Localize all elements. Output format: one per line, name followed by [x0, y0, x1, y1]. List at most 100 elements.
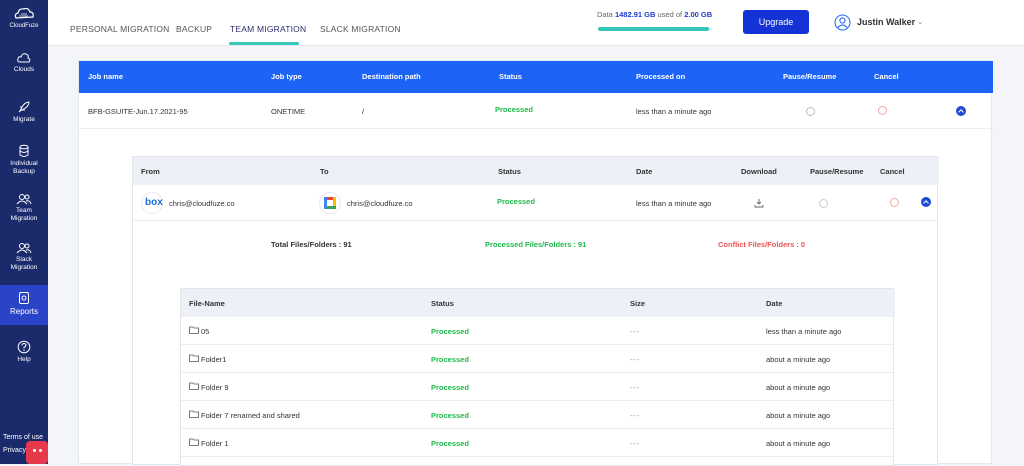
sidebar-item-label: Reports	[9, 307, 38, 316]
report-icon	[19, 292, 29, 304]
column-header: Pause/Resume	[783, 72, 837, 81]
job-name: BFB-GSUITE-Jun.17.2021-95	[88, 107, 188, 116]
file-size: ---	[630, 411, 641, 420]
cloudfuze-logo-icon	[14, 7, 34, 19]
sidebar-item-clouds[interactable]: Clouds	[0, 52, 48, 74]
upgrade-button[interactable]: Upgrade	[743, 10, 809, 34]
table-row[interactable]: box chris@cloudfuze.co chris@cloudfuze.c…	[133, 185, 939, 221]
google-workspace-logo-icon	[319, 192, 341, 214]
cloud-icon	[17, 53, 31, 63]
table-row[interactable]: Folder1 Processed --- about a minute ago	[181, 345, 895, 373]
detail-status: Processed	[497, 197, 535, 206]
file-name: Folder 1	[201, 439, 229, 448]
jobs-table-header: Job name Job type Destination path Statu…	[79, 61, 993, 93]
file-name: 05	[201, 327, 210, 336]
sidebar-item-migrate[interactable]: Migrate	[0, 100, 48, 124]
column-header: From	[141, 167, 160, 176]
column-header: Processed on	[636, 72, 686, 81]
detail-date: less than a minute ago	[636, 199, 712, 208]
sidebar: CloudFuze Clouds Migrate Individual Back…	[0, 0, 48, 464]
file-size: ---	[630, 383, 641, 392]
column-header: Status	[499, 72, 522, 81]
help-icon	[17, 340, 31, 354]
folder-icon	[189, 410, 199, 418]
tab-slack-migration[interactable]: SLACK MIGRATION	[320, 24, 401, 34]
file-status: Processed	[431, 327, 469, 336]
brand-name: CloudFuze	[9, 23, 39, 29]
sidebar-item-slack-migration[interactable]: Slack Migration	[0, 242, 48, 272]
migration-details: From To Status Date Download Pause/Resum…	[132, 156, 939, 466]
processed-on: less than a minute ago	[636, 107, 712, 116]
database-icon	[19, 144, 29, 157]
download-icon[interactable]	[754, 198, 764, 208]
pause-resume-icon[interactable]	[819, 199, 828, 208]
job-status: Processed	[495, 105, 533, 114]
chevron-down-icon: ⌄	[917, 19, 924, 26]
terms-link[interactable]: Terms of use	[3, 434, 44, 441]
file-name: Folder1	[201, 355, 227, 364]
file-size: ---	[630, 439, 641, 448]
column-header: Job type	[271, 72, 302, 81]
to-account: chris@cloudfuze.co	[347, 199, 413, 208]
tab-team-migration[interactable]: TEAM MIGRATION	[230, 24, 307, 34]
tab-personal-migration[interactable]: PERSONAL MIGRATION	[70, 24, 170, 34]
sidebar-item-label: Clouds	[13, 66, 35, 73]
sidebar-item-individual-backup[interactable]: Individual Backup	[0, 144, 48, 176]
file-status: Processed	[431, 411, 469, 420]
file-date: about a minute ago	[766, 411, 831, 420]
users-icon	[16, 194, 32, 205]
column-header: Cancel	[874, 72, 899, 81]
box-logo-icon: box	[141, 192, 163, 214]
column-header: Date	[766, 299, 783, 308]
processed-files-count: Processed Files/Folders : 91	[485, 240, 587, 249]
file-status: Processed	[431, 439, 469, 448]
storage-usage-fill	[598, 27, 709, 31]
column-header: Job name	[88, 72, 124, 81]
files-table-header: File-Name Status Size Date	[181, 289, 895, 317]
usage-mid: used of	[657, 10, 683, 19]
file-status: Processed	[431, 383, 469, 392]
table-row[interactable]: Folder 1 Processed --- about a minute ag…	[181, 429, 895, 457]
collapse-chevron-icon[interactable]	[956, 106, 966, 116]
column-header: Date	[636, 167, 653, 176]
table-row[interactable]: BFB-GSUITE-Jun.17.2021-95 ONETIME / Proc…	[79, 93, 993, 129]
details-table-header: From To Status Date Download Pause/Resum…	[133, 157, 939, 185]
folder-icon	[189, 326, 199, 334]
column-header: Destination path	[362, 72, 421, 81]
folder-icon	[189, 382, 199, 390]
cancel-icon[interactable]	[890, 198, 899, 207]
tab-backup[interactable]: BACKUP	[176, 24, 213, 34]
avatar-icon	[834, 14, 851, 30]
column-header: Pause/Resume	[810, 167, 864, 176]
cancel-icon[interactable]	[878, 106, 887, 115]
brand[interactable]: CloudFuze	[0, 6, 48, 29]
total-files-count: Total Files/Folders : 91	[271, 240, 352, 249]
sidebar-item-reports[interactable]: Reports	[0, 285, 48, 325]
sidebar-item-team-migration[interactable]: Team Migration	[0, 193, 48, 223]
sidebar-item-help[interactable]: Help	[0, 340, 48, 364]
active-tab-indicator	[229, 42, 299, 45]
column-header: To	[320, 167, 329, 176]
storage-usage-text: Data 1482.91 GB used of 2.00 GB	[597, 10, 712, 19]
table-row[interactable]: Folder 7 renamed and shared Processed --…	[181, 401, 895, 429]
file-size: ---	[630, 327, 641, 336]
table-row[interactable]: Folder 9 Processed --- about a minute ag…	[181, 373, 895, 401]
privacy-link[interactable]: Privacy	[3, 447, 26, 454]
from-account: chris@cloudfuze.co	[169, 199, 235, 208]
user-name: Justin Walker	[857, 17, 916, 27]
collapse-chevron-icon[interactable]	[921, 197, 931, 207]
table-row[interactable]: 05 Processed --- less than a minute ago	[181, 317, 895, 345]
file-status: Processed	[431, 355, 469, 364]
sidebar-item-label: Team Migration	[10, 207, 38, 222]
file-name: Folder 7 renamed and shared	[201, 411, 300, 420]
user-menu[interactable]: Justin Walker ⌄	[834, 12, 923, 32]
pause-resume-icon[interactable]	[806, 107, 815, 116]
column-header: Status	[498, 167, 521, 176]
sidebar-item-label: Migrate	[13, 116, 35, 123]
file-date: about a minute ago	[766, 439, 831, 448]
sidebar-item-label: Help	[17, 356, 31, 363]
rocket-icon	[18, 101, 30, 113]
file-name: Folder 9	[201, 383, 229, 392]
usage-total: 2.00 GB	[684, 10, 713, 19]
chat-widget-button[interactable]	[26, 441, 48, 464]
